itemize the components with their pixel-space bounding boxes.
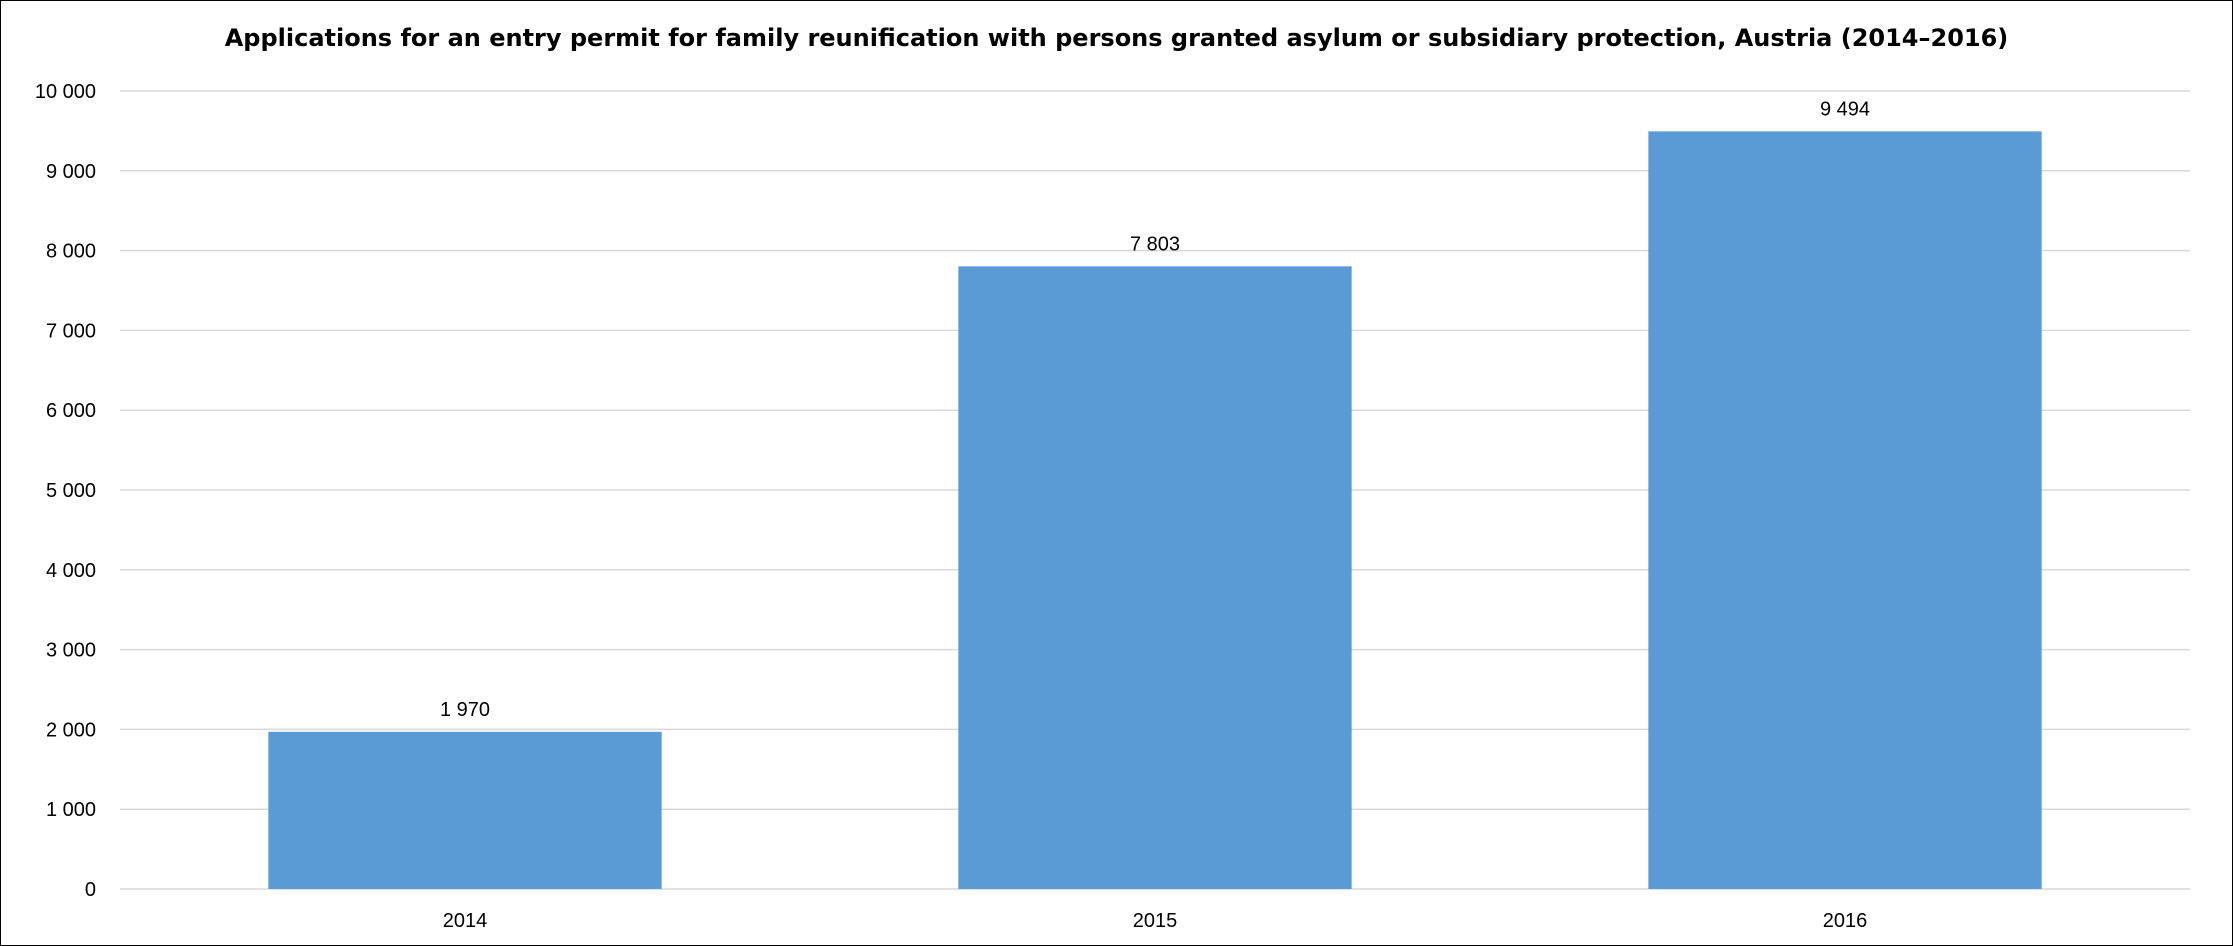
x-category-label: 2014 [443,910,488,932]
bar [268,731,662,889]
y-tick-label: 0 [85,879,96,901]
data-label: 9 494 [1820,98,1870,120]
x-category-label: 2015 [1133,910,1178,932]
data-label: 1 970 [440,699,490,721]
x-category-label: 2016 [1823,910,1868,932]
y-tick-label: 2 000 [46,719,96,741]
chart-title: Applications for an entry permit for fam… [224,24,2009,52]
y-tick-label: 3 000 [46,640,96,662]
y-tick-label: 1 000 [46,799,96,821]
y-tick-label: 6 000 [46,400,96,422]
bars [268,131,2042,890]
data-labels: 1 970 7 803 9 494 [440,98,1870,720]
x-axis-categories: 2014 2015 2016 [443,910,1868,932]
data-label: 7 803 [1130,233,1180,255]
bar [1648,131,2042,890]
y-tick-label: 10 000 [35,81,96,103]
bar [958,266,1352,890]
y-tick-label: 4 000 [46,560,96,582]
y-tick-label: 8 000 [46,241,96,263]
y-tick-label: 7 000 [46,320,96,342]
y-tick-label: 5 000 [46,480,96,502]
y-tick-label: 9 000 [46,161,96,183]
y-axis-ticks: 0 1 000 2 000 3 000 4 000 5 000 6 000 7 000 8 00… [35,81,96,901]
